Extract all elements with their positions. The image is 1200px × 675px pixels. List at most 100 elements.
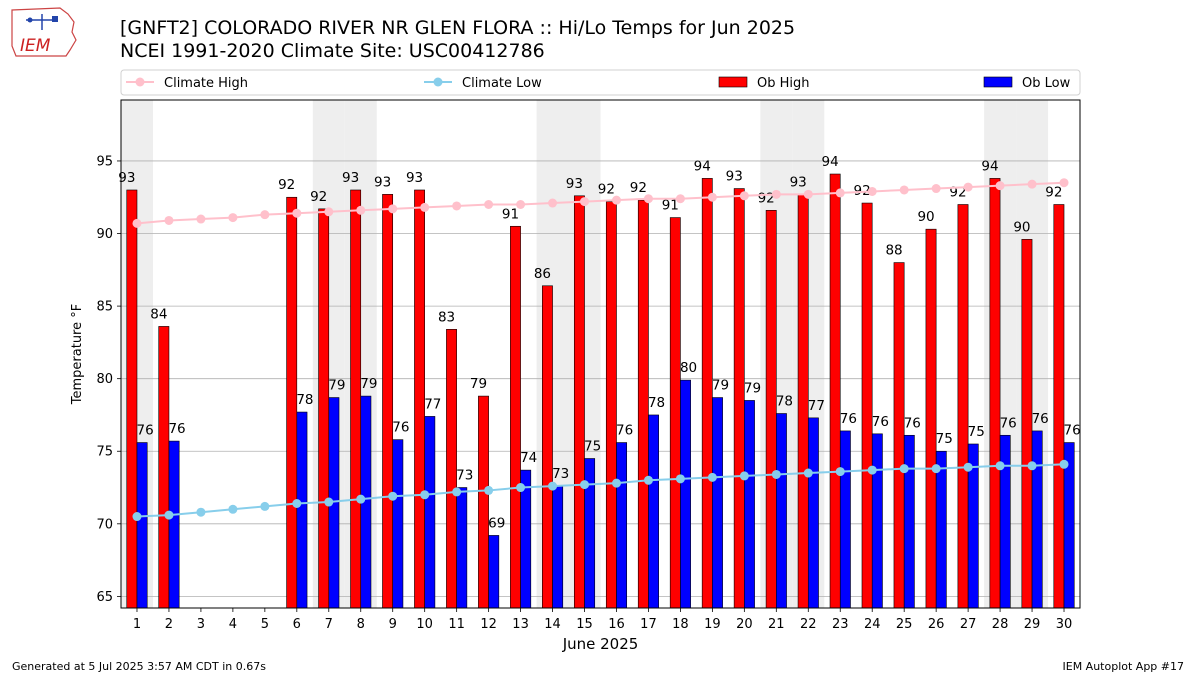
ob-high-bar <box>669 217 681 609</box>
climate-high-point <box>388 204 398 214</box>
ob-low-label: 75 <box>936 431 953 447</box>
ob-low-bar <box>1031 430 1043 609</box>
ob-low-label: 77 <box>808 398 825 414</box>
x-tick-label: 13 <box>512 617 529 632</box>
ob-high-label: 93 <box>406 170 423 186</box>
x-tick-label: 25 <box>896 617 913 632</box>
climate-low-point <box>516 483 526 493</box>
ob-low-bar <box>807 417 819 609</box>
climate-low-point <box>739 471 749 481</box>
climate-high-point <box>548 198 558 208</box>
legend-bar-swatch <box>983 76 1013 88</box>
climate-high-point <box>420 202 430 212</box>
ob-low-bar <box>296 411 308 609</box>
legend-label: Ob Low <box>1022 76 1071 91</box>
ob-high-label: 88 <box>885 243 902 259</box>
climate-low-point <box>995 461 1005 471</box>
ob-low-label: 76 <box>392 420 409 436</box>
chart-title: [GNFT2] COLORADO RIVER NR GLEN FLORA :: … <box>120 17 796 39</box>
climate-high-point <box>196 214 206 224</box>
ob-low-label: 76 <box>1000 415 1017 431</box>
climate-low-line <box>136 463 1065 518</box>
ob-high-bar <box>573 195 585 609</box>
climate-low-point <box>292 498 302 508</box>
x-tick-label: 3 <box>197 617 205 632</box>
ob-low-label: 75 <box>584 439 601 455</box>
ob-high-label: 92 <box>278 177 295 193</box>
climate-high-point <box>867 186 877 196</box>
ob-high-bar <box>446 329 457 609</box>
climate-high-point <box>132 218 142 228</box>
x-tick-label: 20 <box>736 617 753 632</box>
ob-low-label: 78 <box>648 395 665 411</box>
ob-high-bar <box>542 285 553 609</box>
climate-low-point <box>324 497 334 507</box>
ob-high-bar <box>765 210 777 609</box>
legend-box <box>120 69 1081 96</box>
x-tick-label: 5 <box>261 617 269 632</box>
ob-low-label: 78 <box>296 392 313 408</box>
x-tick-label: 26 <box>928 617 945 632</box>
ob-high-bar <box>158 326 170 609</box>
x-tick-label: 9 <box>389 617 397 632</box>
y-axis-label: Temperature °F <box>70 304 85 405</box>
climate-low-point <box>867 465 877 475</box>
climate-low-point <box>707 472 717 482</box>
climate-high-point <box>739 191 749 201</box>
climate-high-point <box>164 215 174 225</box>
ob-low-label: 73 <box>456 468 473 484</box>
climate-high-point <box>675 194 685 204</box>
x-tick-label: 22 <box>800 617 817 632</box>
y-tick-label: 90 <box>96 227 113 242</box>
ob-low-bar <box>392 439 404 609</box>
ob-high-label: 86 <box>534 266 551 282</box>
climate-low-point <box>1059 459 1069 469</box>
x-tick-label: 27 <box>960 617 977 632</box>
ob-high-label: 92 <box>1045 185 1062 201</box>
ob-high-label: 92 <box>630 180 647 196</box>
ob-high-bar <box>286 196 298 609</box>
climate-high-point <box>1059 178 1069 188</box>
ob-high-label: 92 <box>310 189 327 205</box>
app-label: IEM Autoplot App #17 <box>1062 660 1185 673</box>
x-tick-label: 16 <box>608 617 625 632</box>
legend-label: Ob High <box>757 76 810 91</box>
ob-low-bar <box>456 487 468 609</box>
ob-low-bar <box>903 434 915 609</box>
ob-low-label: 78 <box>776 394 793 410</box>
ob-high-label: 84 <box>150 306 167 322</box>
climate-low-point <box>452 487 462 497</box>
x-tick-label: 10 <box>416 617 433 632</box>
ob-high-label: 93 <box>374 174 391 190</box>
ob-high-label: 83 <box>438 309 455 325</box>
climate-low-point <box>899 464 909 474</box>
climate-low-point <box>420 490 430 500</box>
ob-low-bar <box>136 442 148 609</box>
climate-high-point <box>643 194 653 204</box>
ob-low-label: 76 <box>904 415 921 431</box>
climate-high-point <box>835 188 845 198</box>
x-tick-label: 1 <box>133 617 141 632</box>
climate-low-point <box>835 467 845 477</box>
climate-low-point <box>580 480 590 490</box>
climate-high-point <box>356 205 366 215</box>
climate-high-point <box>324 207 334 217</box>
climate-low-point <box>388 491 398 501</box>
ob-low-bar <box>616 442 628 609</box>
ob-high-bar <box>733 188 745 609</box>
x-tick-label: 19 <box>704 617 721 632</box>
ob-high-bar <box>701 178 713 609</box>
x-tick-label: 11 <box>448 617 465 632</box>
ob-low-label: 74 <box>520 450 537 466</box>
legend-marker <box>433 77 443 87</box>
climate-high-point <box>931 184 941 194</box>
climate-high-point <box>228 213 238 223</box>
x-tick-label: 29 <box>1024 617 1041 632</box>
climate-low-point <box>132 512 142 522</box>
ob-high-bar <box>861 202 873 609</box>
x-tick-label: 6 <box>293 617 301 632</box>
ob-low-label: 73 <box>552 466 569 482</box>
climate-high-point <box>516 200 526 210</box>
climate-low-point <box>484 485 494 495</box>
